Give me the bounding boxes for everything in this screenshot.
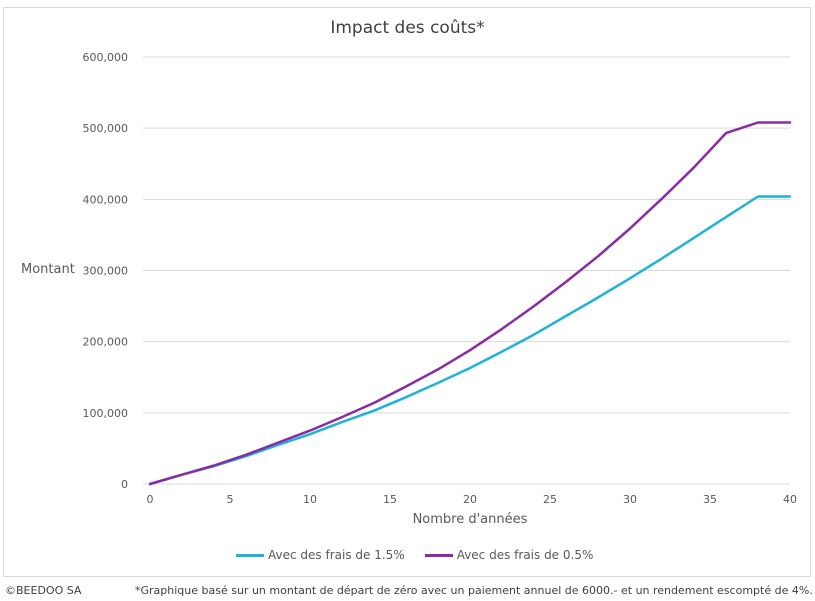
x-tick-label: 40	[783, 493, 797, 506]
legend-label-series-2: Avec des frais de 0.5%	[456, 548, 594, 562]
legend-label-series-1: Avec des frais de 1.5%	[268, 548, 405, 562]
x-tick-label: 25	[543, 493, 557, 506]
y-tick-label: 600,000	[83, 51, 129, 64]
y-tick-label: 200,000	[83, 336, 129, 349]
x-tick-label: 15	[383, 493, 397, 506]
y-tick-label: 100,000	[83, 407, 129, 420]
x-tick-label: 5	[227, 493, 234, 506]
chart-frame	[3, 7, 811, 577]
legend-swatch-series-2	[424, 553, 453, 557]
y-tick-label: 0	[121, 478, 128, 491]
x-tick-label: 20	[463, 493, 477, 506]
x-tick-label: 35	[703, 493, 717, 506]
y-tick-label: 500,000	[83, 122, 129, 135]
x-axis-label: Nombre d'années	[412, 512, 528, 527]
chart-title: Impact des coûts*	[330, 18, 485, 38]
series-line-1	[148, 195, 792, 486]
legend-swatch-series-1	[236, 553, 264, 557]
x-tick-label: 30	[623, 493, 637, 506]
legend-item-series-1: Avec des frais de 1.5%	[236, 548, 405, 562]
series-line-2	[148, 121, 792, 486]
y-tick-label: 300,000	[83, 265, 129, 278]
y-tick-label: 400,000	[83, 193, 129, 206]
x-tick-label: 0	[147, 493, 154, 506]
footer-copyright: ©BEEDOO SA	[5, 584, 82, 597]
y-axis-label: Montant	[21, 262, 75, 277]
x-tick-label: 10	[303, 493, 317, 506]
legend-item-series-2: Avec des frais de 0.5%	[424, 548, 594, 562]
chart-legend: Avec des frais de 1.5% Avec des frais de…	[236, 548, 613, 562]
footer-note: *Graphique basé sur un montant de départ…	[135, 584, 813, 597]
